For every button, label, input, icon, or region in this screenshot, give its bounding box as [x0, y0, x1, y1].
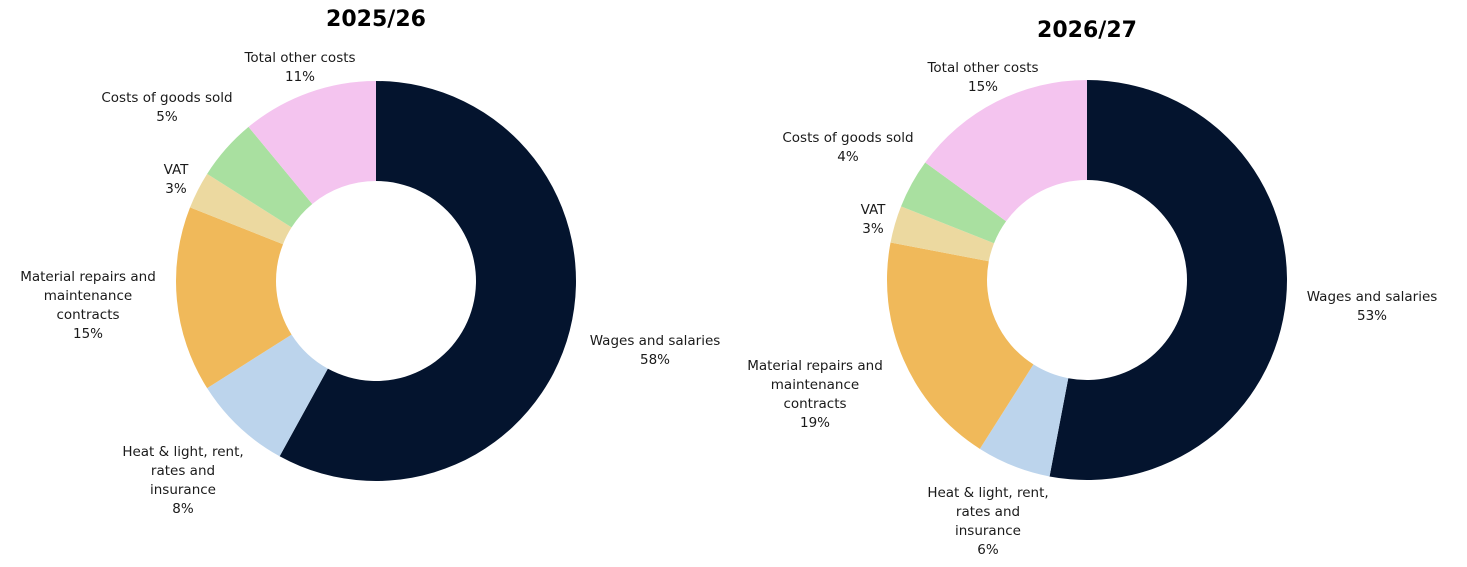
slice-value: 6%: [977, 542, 999, 558]
slice-label: VAT: [860, 202, 886, 218]
slice-label: Heat & light, rent, rates and insurance: [122, 444, 244, 498]
slice-value: 53%: [1356, 308, 1387, 324]
slice-label: Wages and salaries: [589, 333, 721, 349]
slice-annotation: Material repairs and maintenance contrac…: [20, 268, 156, 344]
slice-value: 15%: [967, 79, 998, 95]
slice-value: 3%: [862, 221, 884, 237]
donut-slice: [1049, 80, 1287, 480]
slice-annotation: Heat & light, rent, rates and insurance 8…: [122, 443, 243, 519]
slice-value: 8%: [172, 501, 194, 517]
slice-annotation: Total other costs 15%: [927, 59, 1038, 97]
slice-label: Material repairs and maintenance contrac…: [747, 358, 883, 412]
donut-slice: [890, 206, 995, 262]
slice-value: 15%: [72, 326, 103, 342]
slice-value: 5%: [156, 109, 178, 125]
donut-slice: [901, 162, 1007, 244]
slice-value: 11%: [284, 69, 315, 85]
donut-slice: [190, 173, 292, 245]
donut-slice: [979, 364, 1069, 477]
slice-value: 4%: [837, 149, 859, 165]
donut-slice: [925, 80, 1087, 222]
donut-slice: [279, 81, 576, 481]
slice-label: Material repairs and maintenance contrac…: [20, 269, 156, 323]
slice-annotation: Wages and salaries 58%: [590, 332, 721, 370]
slice-label: Costs of goods sold: [101, 90, 233, 106]
slice-annotation: Total other costs 11%: [244, 49, 355, 87]
donut-slice: [207, 126, 313, 228]
slice-label: VAT: [163, 162, 189, 178]
slice-value: 58%: [639, 352, 670, 368]
slice-annotation: VAT 3%: [861, 201, 886, 239]
slice-label: Costs of goods sold: [782, 130, 914, 146]
donut-slice: [176, 207, 292, 389]
chart-title: 2026/27: [1037, 18, 1137, 43]
slice-annotation: Costs of goods sold 5%: [101, 89, 232, 127]
donut-slice: [207, 334, 328, 457]
chart-title: 2025/26: [326, 7, 426, 32]
slice-label: Wages and salaries: [1306, 289, 1438, 305]
slice-annotation: Material repairs and maintenance contrac…: [747, 357, 883, 433]
donut-slice: [887, 242, 1034, 449]
slice-annotation: Heat & light, rent, rates and insurance 6…: [927, 484, 1048, 560]
slice-label: Heat & light, rent, rates and insurance: [927, 485, 1049, 539]
slice-value: 3%: [165, 181, 187, 197]
slice-label: Total other costs: [927, 60, 1039, 76]
donut-slice: [248, 81, 376, 204]
slice-value: 19%: [799, 415, 830, 431]
slice-label: Total other costs: [244, 50, 356, 66]
slice-annotation: Wages and salaries 53%: [1307, 288, 1438, 326]
slice-annotation: Costs of goods sold 4%: [782, 129, 913, 167]
slice-annotation: VAT 3%: [164, 161, 189, 199]
